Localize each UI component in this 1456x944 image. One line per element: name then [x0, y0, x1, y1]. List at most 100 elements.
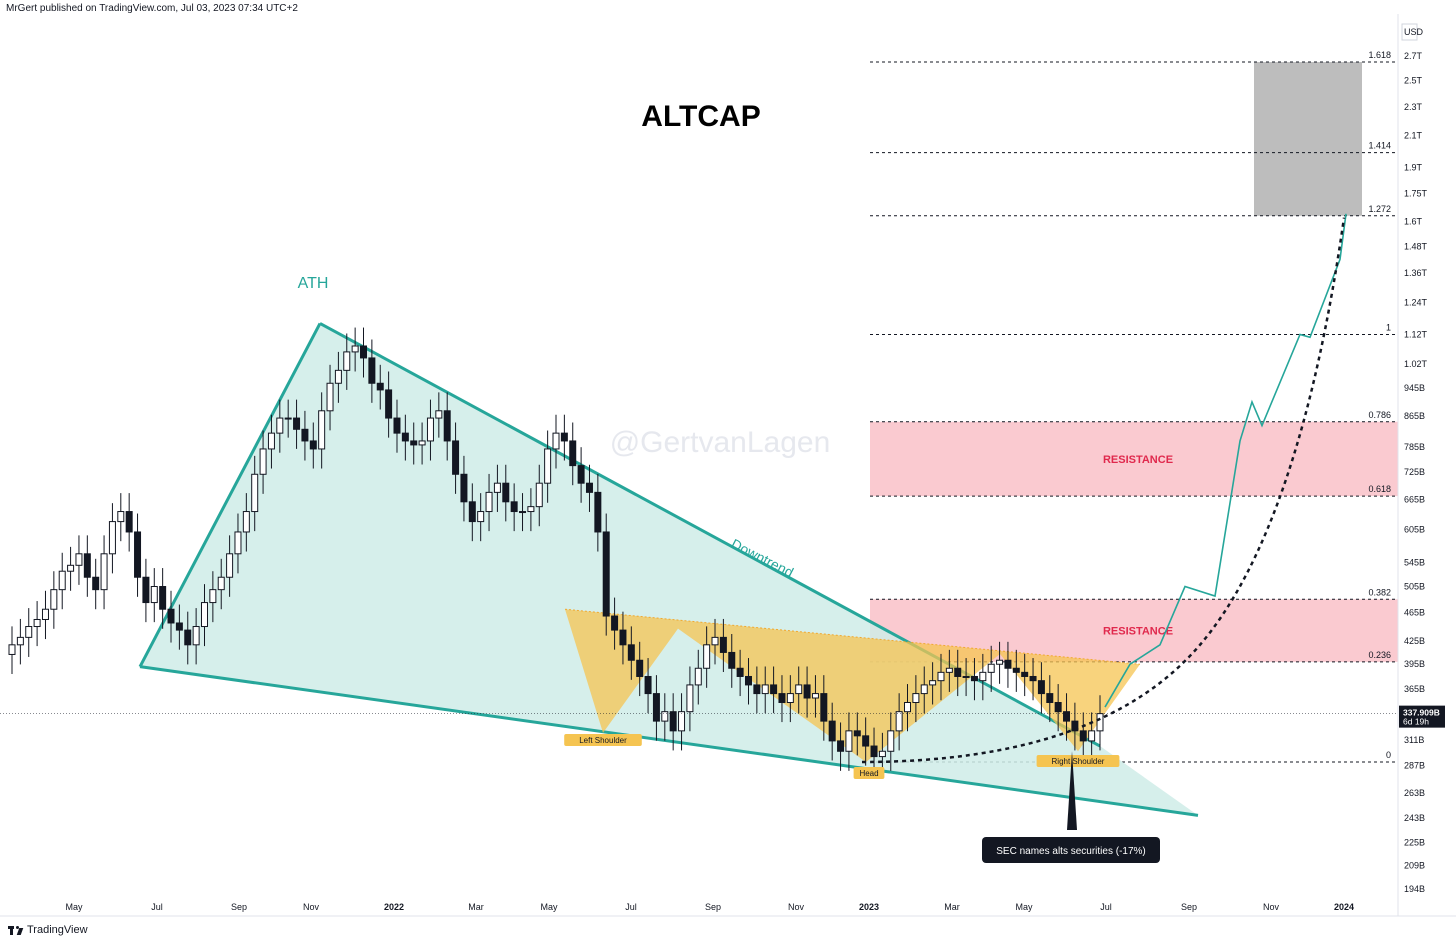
- candle: [987, 645, 995, 692]
- candle: [108, 503, 116, 574]
- candle-body: [552, 432, 560, 450]
- price-tick-label: 194B: [1404, 884, 1425, 894]
- candle-body: [820, 693, 828, 722]
- watermark: @GertvanLagen: [610, 426, 831, 459]
- price-axis[interactable]: 2.7T 2.5T 2.3T 2.1T 1.9T 1.75T 1.6T 1.48T 1.36T 1…: [1397, 14, 1456, 916]
- candle-body: [83, 553, 91, 578]
- candle: [284, 399, 292, 438]
- candle-body: [560, 432, 568, 442]
- candle-body: [443, 410, 451, 442]
- candle: [67, 546, 75, 591]
- time-axis[interactable]: May Jul Sep Nov 2022 Mar May Jul Sep Nov 2023 Mar Ma…: [0, 902, 1456, 917]
- fib-label: 0.618: [1368, 484, 1391, 494]
- candle-body: [853, 730, 861, 737]
- candle: [443, 392, 451, 461]
- candle-body: [652, 693, 660, 722]
- candle: [611, 597, 619, 650]
- candle: [326, 364, 334, 431]
- time-tick-label: Jul: [151, 902, 163, 912]
- candle: [912, 675, 920, 723]
- candle: [485, 473, 493, 532]
- candle-body: [468, 501, 476, 523]
- price-tick-label: 1.6T: [1404, 217, 1423, 227]
- price-axis-bg: [1398, 14, 1456, 916]
- candle-body: [661, 711, 669, 722]
- price-tick-label: 865B: [1404, 411, 1425, 421]
- candle-body: [259, 448, 267, 475]
- candle: [1079, 712, 1087, 761]
- event-callout: SEC names alts securities (-17%): [982, 837, 1160, 863]
- candle-body: [293, 417, 301, 430]
- time-tick-label: May: [65, 902, 83, 912]
- candle: [820, 675, 828, 741]
- tradingview-logo[interactable]: TradingView: [8, 924, 88, 936]
- candle: [385, 371, 393, 438]
- candle-body: [318, 410, 326, 450]
- candle: [234, 513, 242, 574]
- price-tick-label: 945B: [1404, 383, 1425, 393]
- projection-path: [1104, 213, 1347, 708]
- candle: [134, 513, 142, 597]
- candle: [895, 693, 903, 751]
- candle: [954, 649, 962, 697]
- candle-body: [1021, 671, 1029, 677]
- candle: [468, 483, 476, 542]
- candle-body: [870, 745, 878, 758]
- candle-body: [929, 680, 937, 686]
- candle: [962, 658, 970, 697]
- candle-body: [217, 576, 225, 591]
- last-price-countdown: 6d 19h: [1403, 717, 1429, 727]
- candle-body: [694, 667, 702, 686]
- last-price-badge-bg: [1399, 705, 1445, 728]
- candle-body: [845, 730, 853, 752]
- candle: [175, 604, 183, 650]
- candle-body: [376, 382, 384, 391]
- candle-body: [519, 511, 527, 514]
- price-tick-label: 1.48T: [1404, 241, 1428, 251]
- candle-body: [736, 667, 744, 677]
- chart-title: ALTCAP: [641, 100, 760, 133]
- candle-body: [585, 482, 593, 493]
- candle: [862, 717, 870, 766]
- candle: [393, 399, 401, 453]
- candle: [636, 641, 644, 697]
- candle: [1096, 695, 1104, 751]
- publisher-line: MrGert published on TradingView.com, Jul…: [6, 3, 298, 14]
- candle: [970, 658, 978, 701]
- candle: [376, 364, 384, 410]
- candle: [703, 626, 711, 688]
- time-tick-label: Nov: [303, 902, 320, 912]
- candle-body: [284, 417, 292, 420]
- candle-body: [242, 511, 250, 533]
- candle: [50, 571, 58, 629]
- candle-body: [636, 659, 644, 677]
- candle: [694, 649, 702, 705]
- candle-body: [703, 644, 711, 669]
- candle: [661, 693, 669, 741]
- candle: [167, 590, 175, 643]
- candle: [1037, 662, 1045, 714]
- candle-body: [786, 693, 794, 704]
- time-tick-label: 2022: [384, 902, 404, 912]
- candle-body: [502, 482, 510, 503]
- candle: [761, 666, 769, 714]
- neckline: [564, 608, 1141, 665]
- candle: [58, 552, 66, 610]
- price-tick-label: 395B: [1404, 659, 1425, 669]
- candle-body: [937, 671, 945, 682]
- candle: [493, 464, 501, 512]
- tradingview-icon: [8, 925, 24, 935]
- candles-layer: [8, 327, 1104, 777]
- candle-body: [393, 417, 401, 434]
- candle-body: [1054, 702, 1062, 713]
- candle: [719, 618, 727, 673]
- candle: [309, 422, 317, 469]
- candle-body: [226, 553, 234, 578]
- candle-body: [184, 629, 192, 646]
- candle-body: [418, 440, 426, 446]
- candle: [502, 464, 510, 522]
- candle: [929, 662, 937, 705]
- candle: [837, 722, 845, 771]
